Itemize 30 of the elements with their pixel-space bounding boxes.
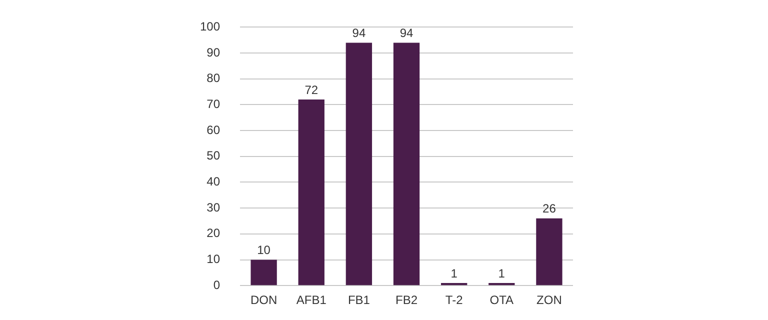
y-tick-label: 50 — [206, 148, 220, 163]
x-tick-label: FB1 — [348, 293, 370, 308]
y-tick-label: 70 — [206, 97, 220, 112]
bar — [346, 42, 372, 286]
y-tick-label: 20 — [206, 226, 220, 240]
y-tick-label: 0 — [213, 278, 220, 292]
bar — [250, 260, 277, 286]
x-tick-label: DON — [250, 293, 278, 308]
x-tick-label: ZON — [536, 293, 562, 308]
data-label: 10 — [257, 243, 271, 258]
bar — [298, 100, 324, 286]
y-tick-label: 60 — [206, 122, 220, 137]
data-label: 26 — [542, 202, 556, 216]
y-tick-label: 30 — [206, 200, 220, 214]
data-label: 72 — [304, 82, 318, 97]
y-tick-label: 40 — [206, 174, 220, 189]
x-tick-label: FB2 — [396, 293, 418, 308]
x-tick-label: T-2 — [445, 293, 464, 308]
y-tick-label: 100 — [200, 20, 220, 34]
data-label: 1 — [450, 266, 458, 280]
data-label: 1 — [498, 266, 506, 280]
y-tick-label: 90 — [206, 45, 220, 60]
x-tick-label: AFB1 — [296, 293, 327, 308]
y-tick-label: 10 — [206, 252, 220, 266]
data-label: 94 — [400, 26, 414, 40]
y-tick-label: 80 — [206, 71, 220, 86]
bar — [536, 218, 562, 286]
bar — [393, 42, 420, 286]
x-tick-label: OTA — [490, 293, 514, 308]
data-label: 94 — [352, 26, 366, 40]
